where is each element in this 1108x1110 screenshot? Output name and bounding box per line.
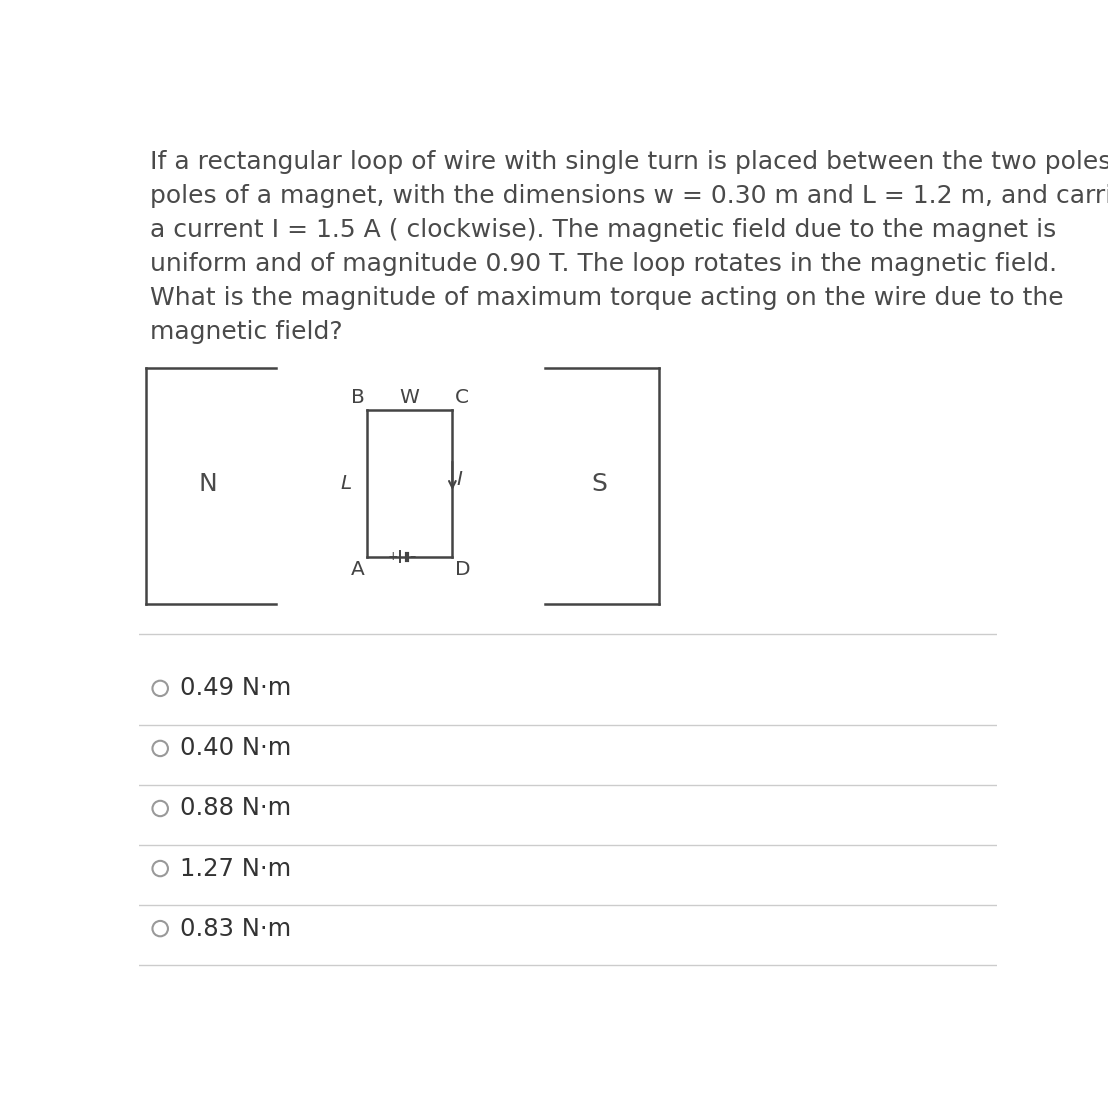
Text: N: N xyxy=(198,472,217,495)
Text: 0.88 N·m: 0.88 N·m xyxy=(181,797,291,820)
Text: +: + xyxy=(388,551,398,563)
Text: –: – xyxy=(410,551,416,563)
Text: If a rectangular loop of wire with single turn is placed between the two poles: If a rectangular loop of wire with singl… xyxy=(150,150,1108,174)
Text: What is the magnitude of maximum torque acting on the wire due to the: What is the magnitude of maximum torque … xyxy=(150,285,1064,310)
Text: D: D xyxy=(454,559,470,578)
Text: 0.49 N·m: 0.49 N·m xyxy=(181,676,291,700)
Text: uniform and of magnitude 0.90 T. The loop rotates in the magnetic field.: uniform and of magnitude 0.90 T. The loo… xyxy=(150,252,1057,275)
Text: a current I = 1.5 A ( clockwise). The magnetic field due to the magnet is: a current I = 1.5 A ( clockwise). The ma… xyxy=(150,218,1056,242)
Text: 0.40 N·m: 0.40 N·m xyxy=(181,736,291,760)
Text: L: L xyxy=(340,474,351,493)
Text: W: W xyxy=(400,388,420,407)
Text: C: C xyxy=(454,388,469,407)
Text: B: B xyxy=(351,388,365,407)
Text: A: A xyxy=(351,559,365,578)
Text: 1.27 N·m: 1.27 N·m xyxy=(181,857,291,880)
Text: 0.83 N·m: 0.83 N·m xyxy=(181,917,291,940)
Text: poles of a magnet, with the dimensions w = 0.30 m and L = 1.2 m, and carries: poles of a magnet, with the dimensions w… xyxy=(150,184,1108,208)
Text: magnetic field?: magnetic field? xyxy=(150,320,342,343)
Text: S: S xyxy=(592,472,607,495)
Text: I: I xyxy=(456,471,462,490)
